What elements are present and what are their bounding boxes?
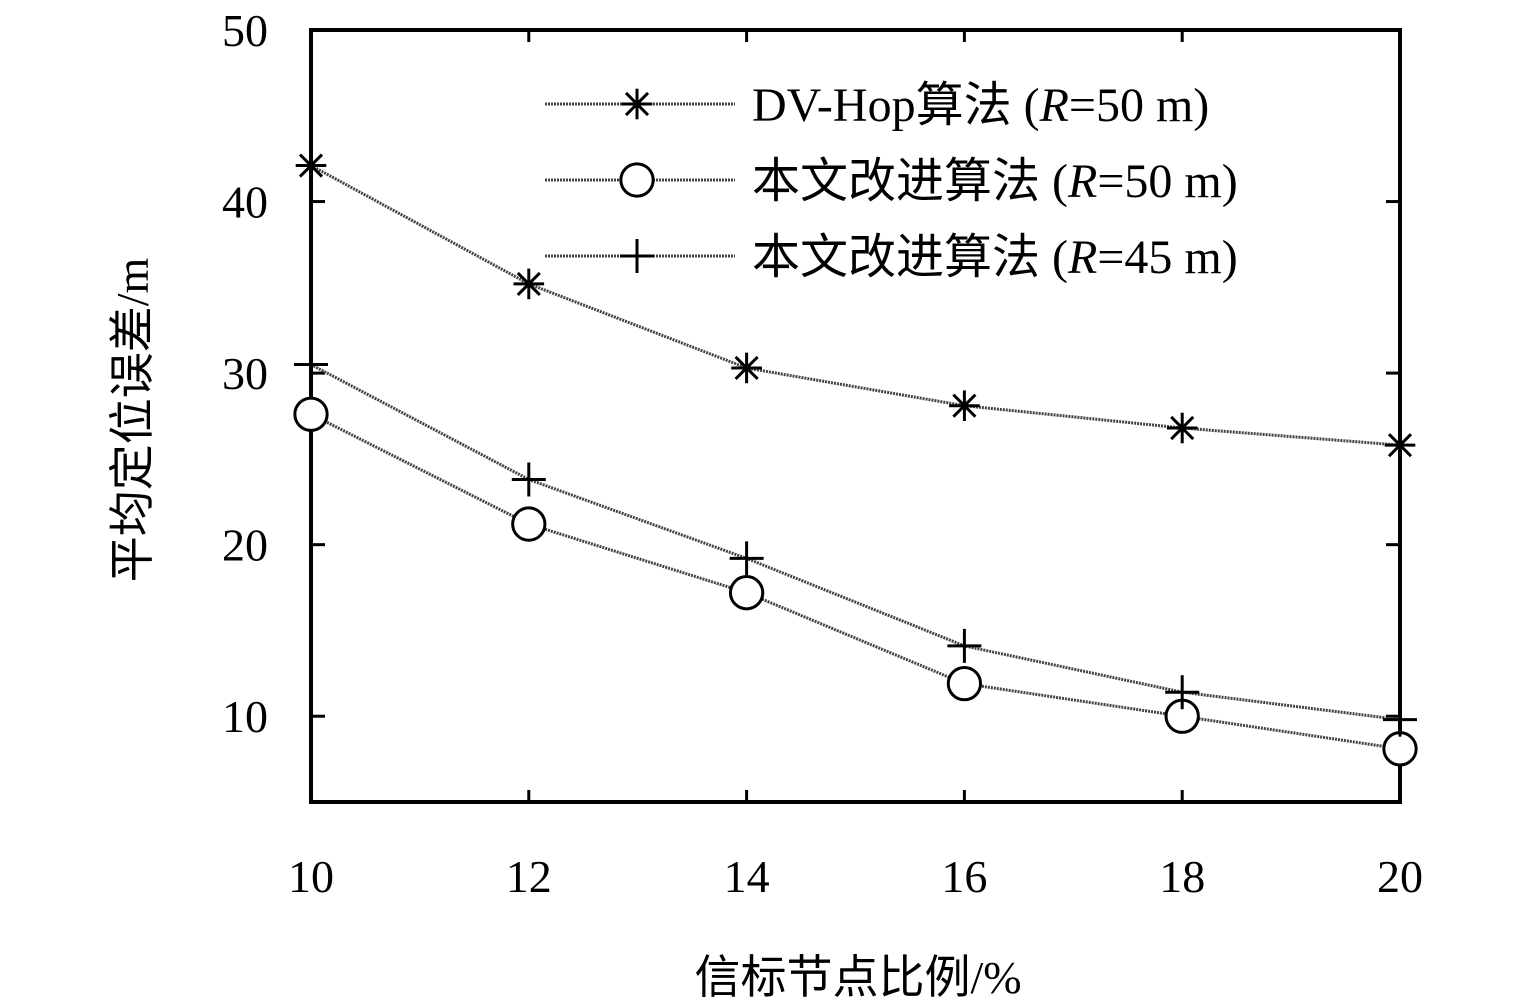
circle-marker <box>946 665 983 702</box>
y-tick-label: 40 <box>222 177 268 228</box>
asterisk-marker-d2 <box>298 153 324 178</box>
series-2 <box>294 347 1417 737</box>
legend-label-var: R <box>1039 79 1069 132</box>
point-marker <box>511 462 546 497</box>
asterisk-marker-d2 <box>1170 415 1195 441</box>
legend-label-tail: =45 m) <box>1097 231 1237 284</box>
series-line <box>310 164 1401 447</box>
y-tick-label: 50 <box>222 5 268 56</box>
point-marker <box>1384 429 1416 461</box>
point-marker <box>619 162 655 198</box>
point-marker <box>294 347 328 382</box>
x-tick-label: 14 <box>724 851 770 902</box>
legend-item: 本文改进算法 (R=50 m) <box>545 155 1238 208</box>
asterisk-marker-d2 <box>1387 433 1413 458</box>
point-marker <box>947 628 982 663</box>
x-tick-label: 18 <box>1159 851 1205 902</box>
point-marker <box>621 88 653 120</box>
point-marker <box>1383 702 1417 737</box>
x-tick-label: 16 <box>941 851 987 902</box>
legend-label-main: DV-Hop算法 ( <box>752 79 1040 132</box>
axes: 10 12 14 16 18 20 10 20 30 40 50 <box>222 5 1423 902</box>
circle-marker <box>293 396 329 432</box>
legend-label-tail: =50 m) <box>1069 79 1209 132</box>
legend-label: 本文改进算法 (R=50 m) <box>752 155 1238 208</box>
circle-marker <box>728 575 765 611</box>
series-0 <box>295 150 1416 461</box>
series-layer <box>293 150 1418 767</box>
point-marker <box>511 506 547 542</box>
point-marker <box>946 665 983 702</box>
asterisk-marker-d2 <box>734 355 759 381</box>
point-marker <box>1382 731 1418 767</box>
series-line <box>310 363 1401 722</box>
point-marker <box>728 575 765 611</box>
point-marker <box>293 396 329 432</box>
circle-marker <box>511 506 547 542</box>
legend-item: DV-Hop算法 (R=50 m) <box>545 79 1209 132</box>
legend-label-main: 本文改进算法 ( <box>752 231 1068 284</box>
legend-label-var: R <box>1067 155 1097 208</box>
legend-label-tail: =50 m) <box>1097 155 1237 208</box>
point-marker <box>620 239 654 273</box>
point-marker <box>513 268 545 300</box>
point-marker <box>1165 675 1200 710</box>
legend-label: DV-Hop算法 (R=50 m) <box>752 79 1209 132</box>
asterisk-marker-d2 <box>516 271 541 296</box>
circle-marker <box>619 162 655 198</box>
legend: DV-Hop算法 (R=50 m)本文改进算法 (R=50 m)本文改进算法 (… <box>545 79 1238 284</box>
asterisk-marker-d2 <box>624 91 650 117</box>
y-tick-label: 20 <box>222 520 268 571</box>
point-marker <box>949 390 980 422</box>
point-marker <box>295 150 327 181</box>
legend-label: 本文改进算法 (R=45 m) <box>752 231 1238 284</box>
x-tick-label: 12 <box>506 851 552 902</box>
x-tick-label: 10 <box>288 851 334 902</box>
series-1 <box>293 396 1418 767</box>
legend-label-var: R <box>1067 231 1097 284</box>
plot-frame <box>309 28 1402 804</box>
legend-label-main: 本文改进算法 ( <box>752 155 1068 208</box>
y-axis-label: 平均定位误差/m <box>107 258 158 583</box>
point-marker <box>729 541 764 576</box>
point-marker <box>1166 412 1198 444</box>
circle-marker <box>1382 731 1418 767</box>
legend-item: 本文改进算法 (R=45 m) <box>545 231 1238 284</box>
x-tick-label: 20 <box>1377 851 1423 902</box>
y-tick-label: 10 <box>222 691 268 742</box>
x-axis-label: 信标节点比例/% <box>694 952 1021 1003</box>
point-marker <box>731 352 762 384</box>
asterisk-marker-d2 <box>952 393 977 418</box>
y-tick-label: 30 <box>222 348 268 399</box>
